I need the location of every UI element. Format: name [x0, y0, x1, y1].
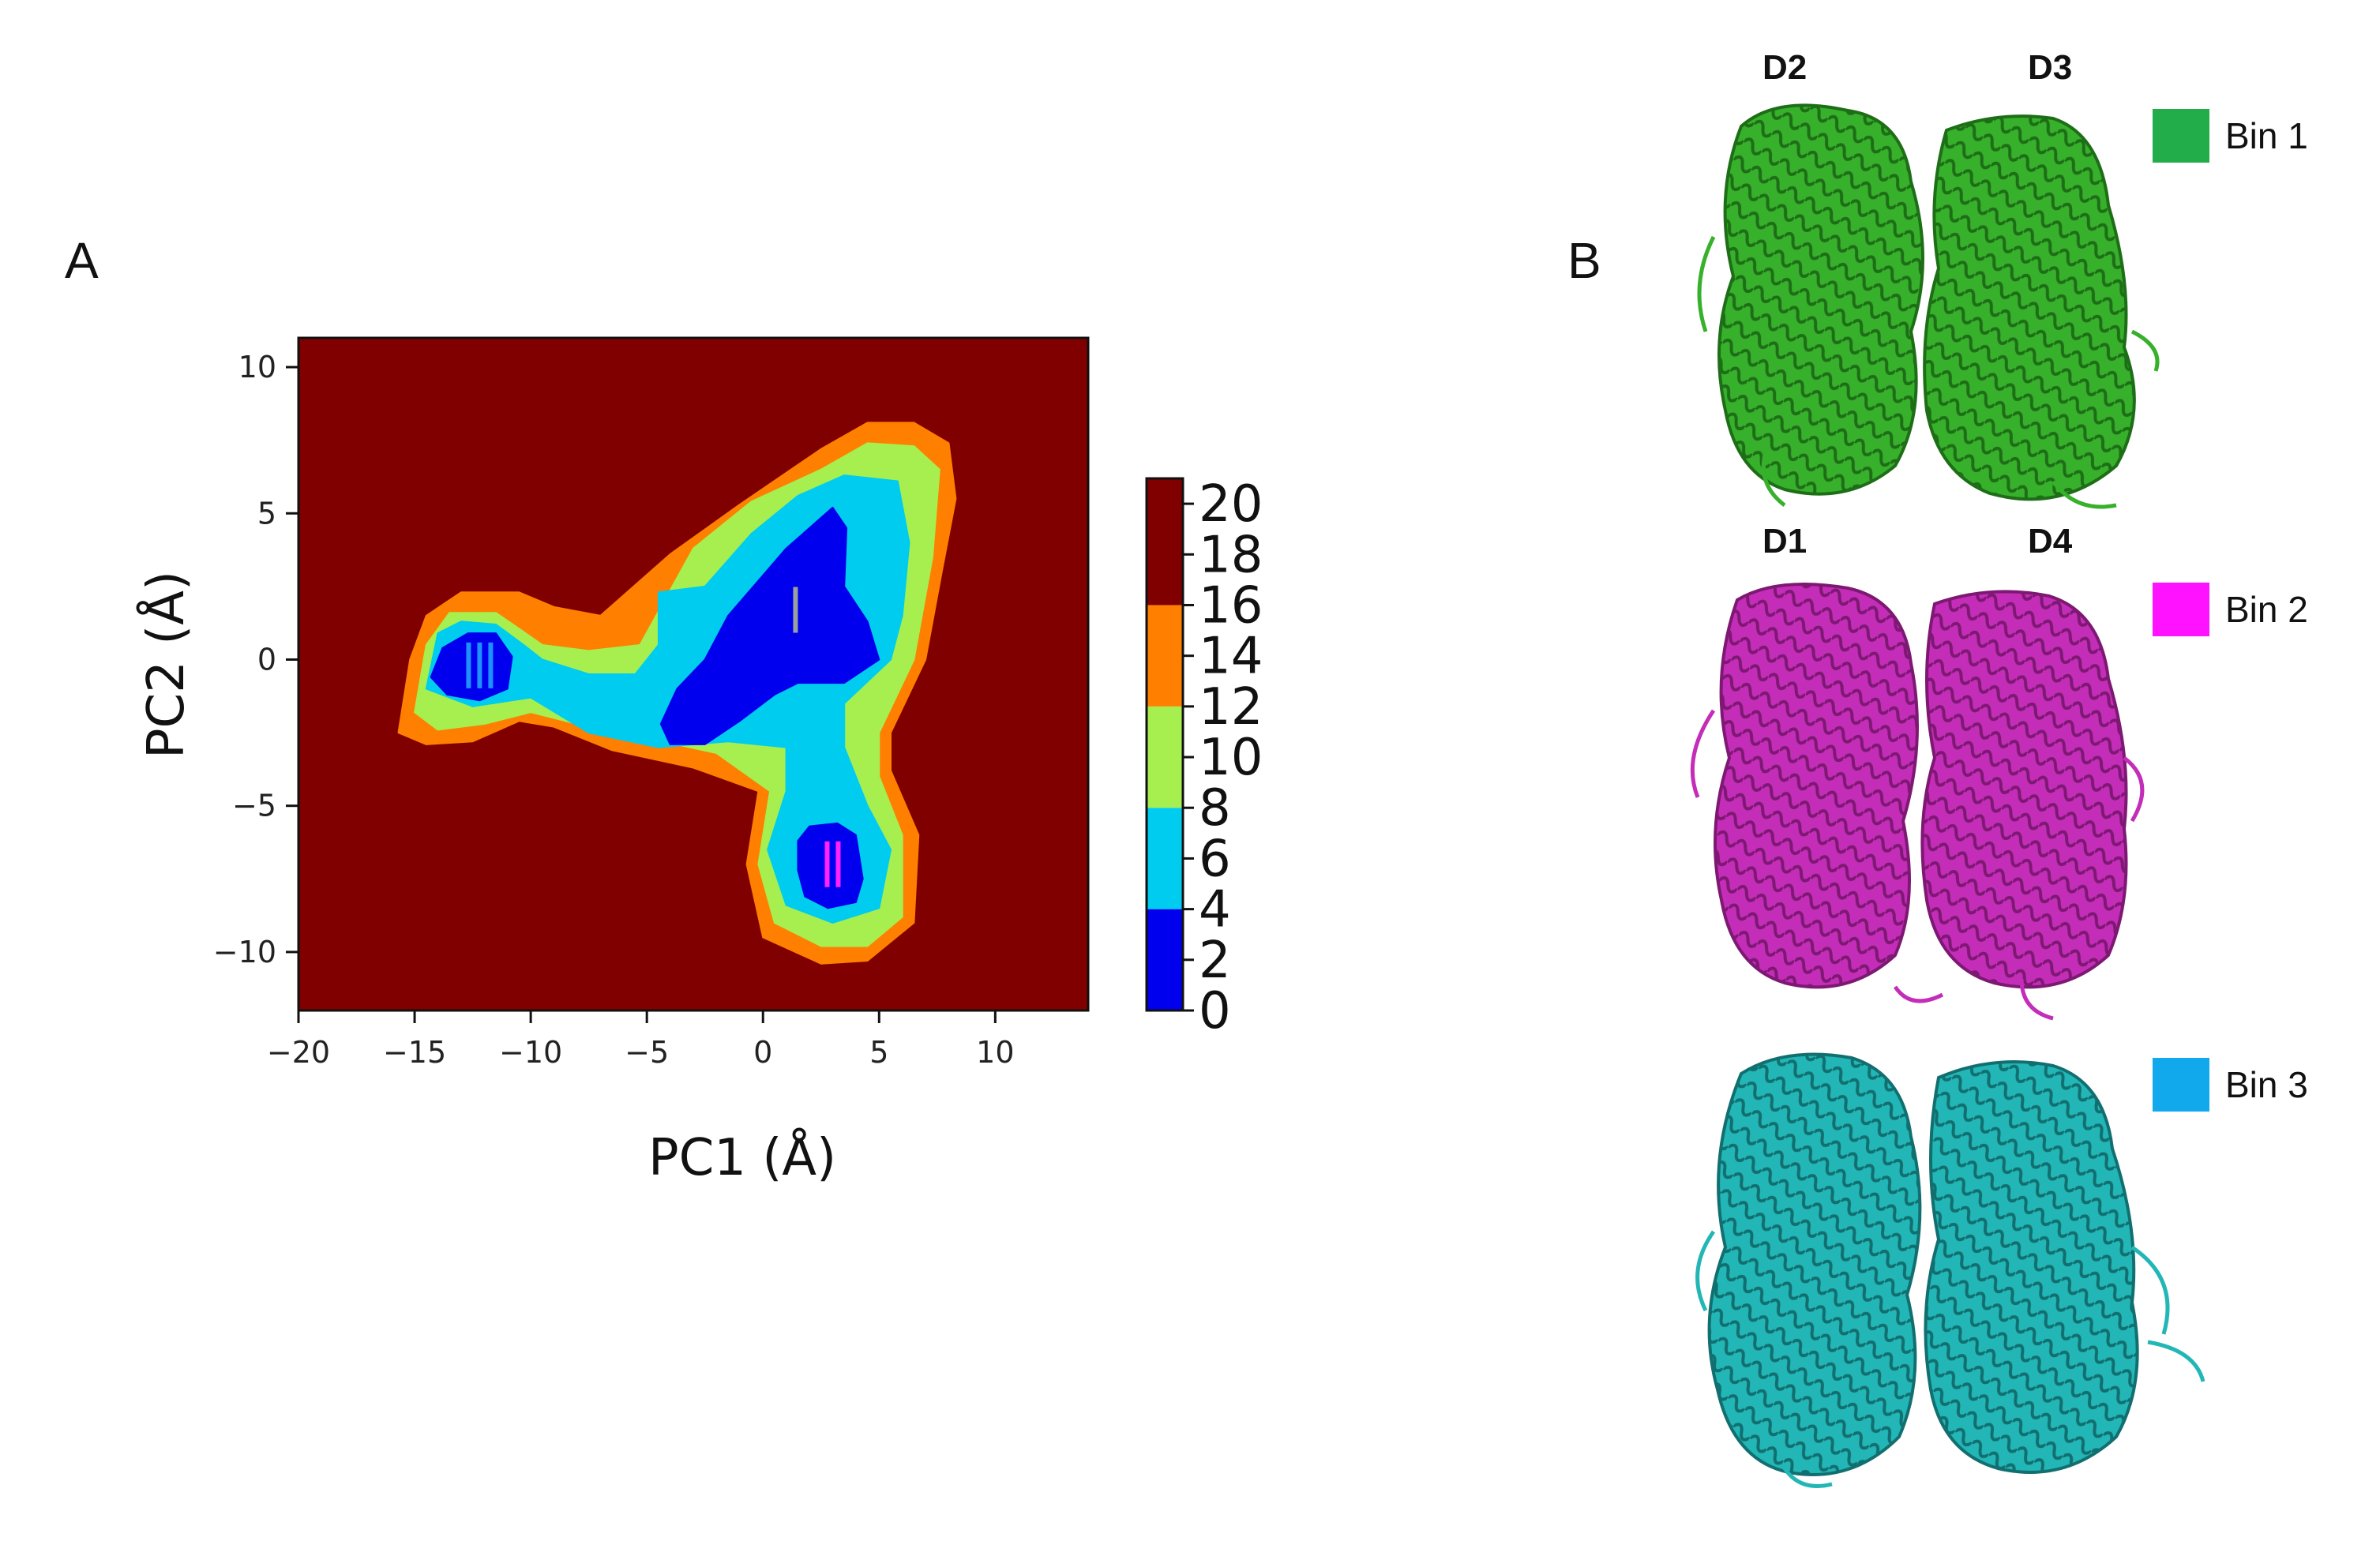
colorbar-band-0: [1147, 909, 1183, 1010]
x-tick-label: −5: [625, 1035, 669, 1070]
colorbar-tick-label: 8: [1199, 779, 1231, 838]
colorbar-tick-label: 14: [1199, 628, 1263, 686]
colorbar-band-3: [1147, 605, 1183, 707]
x-tick-label: −20: [267, 1035, 330, 1070]
protein-structure-bin-2: D1 D4: [1690, 522, 2145, 1021]
contour-level-4-region-5: [797, 822, 864, 909]
colorbar-tick-label: 4: [1199, 881, 1231, 939]
x-tick-label: −10: [499, 1035, 562, 1070]
plot-frame: [297, 336, 1090, 1012]
y-tick-label: −5: [232, 789, 276, 823]
domain-d1-ribbon: [1714, 583, 1919, 989]
x-axis-ticks: −20 −15 −10 −5 0 5 10: [267, 1010, 1015, 1070]
basin-annotations: [466, 587, 841, 887]
colorbar-tick-label: 10: [1199, 729, 1263, 787]
legend-swatch-bin-3: [2153, 1058, 2209, 1112]
domain-d4-ribbon: [1920, 590, 2128, 989]
colorbar-tick-label: 16: [1199, 576, 1263, 635]
domain-label-d3: D3: [2028, 48, 2072, 87]
y-axis-title: PC2 (Å): [136, 571, 196, 759]
legend-swatch-bin-1: [2153, 109, 2209, 163]
y-tick-label: 0: [257, 642, 276, 677]
colorbar-frame: [1145, 477, 1184, 1012]
legend-swatch-bin-2: [2153, 583, 2209, 636]
colorbar-tick-label: 12: [1199, 678, 1263, 737]
protein-structure-bin-3: [1695, 1052, 2205, 1488]
x-tick-label: 0: [753, 1035, 772, 1070]
colorbar-tick-label: 18: [1199, 526, 1263, 584]
colorbar-band-4: [1147, 478, 1183, 606]
colorbar-tick-label: 20: [1199, 475, 1263, 534]
loop-strands: [1690, 709, 2145, 1021]
colorbar-bands: [1147, 478, 1183, 1010]
y-tick-label: 10: [238, 350, 276, 384]
free-energy-landscape-plot: −20 −15 −10 −5 0 5 10 −10 −5 0 5 10 PC1 (Å) PC2 (Å…: [136, 336, 1090, 1187]
colorbar-tick-label: 0: [1199, 982, 1231, 1040]
x-tick-label: −15: [383, 1035, 446, 1070]
x-tick-label: 10: [976, 1035, 1014, 1070]
domain-label-d1: D1: [1762, 522, 1807, 561]
colorbar-band-2: [1147, 706, 1183, 808]
panel-b-label: B: [1567, 232, 1601, 289]
y-tick-label: 5: [257, 496, 276, 531]
domain-d3-ribbon: [1923, 114, 2136, 501]
colorbar-tick-label: 6: [1199, 830, 1231, 888]
colorbar-band-1: [1147, 808, 1183, 909]
bin3-right-domain-ribbon: [1924, 1060, 2139, 1474]
x-axis-title: PC1 (Å): [648, 1127, 836, 1187]
domain-label-d4: D4: [2028, 522, 2073, 561]
x-tick-label: 5: [869, 1035, 888, 1070]
loop-strands: [1695, 1230, 2205, 1488]
protein-structure-bin-1: D2 D3: [1697, 48, 2160, 509]
loop-strands: [1697, 235, 2160, 509]
domain-d2-ribbon: [1717, 103, 1924, 496]
y-axis-ticks: −10 −5 0 5 10: [213, 350, 298, 969]
panel-a-label: A: [65, 232, 99, 289]
structure-legend: Bin 1 Bin 2 Bin 3: [2153, 109, 2308, 1112]
contour-level-4-region-3: [659, 506, 880, 745]
bin3-left-domain-ribbon: [1707, 1052, 1922, 1476]
domain-label-d2: D2: [1762, 48, 1807, 87]
y-tick-label: −10: [213, 935, 276, 969]
legend-label-bin-2: Bin 2: [2225, 589, 2308, 630]
legend-label-bin-3: Bin 3: [2225, 1064, 2308, 1105]
colorbar-tick-label: 2: [1199, 932, 1231, 990]
legend-label-bin-1: Bin 1: [2225, 115, 2308, 156]
